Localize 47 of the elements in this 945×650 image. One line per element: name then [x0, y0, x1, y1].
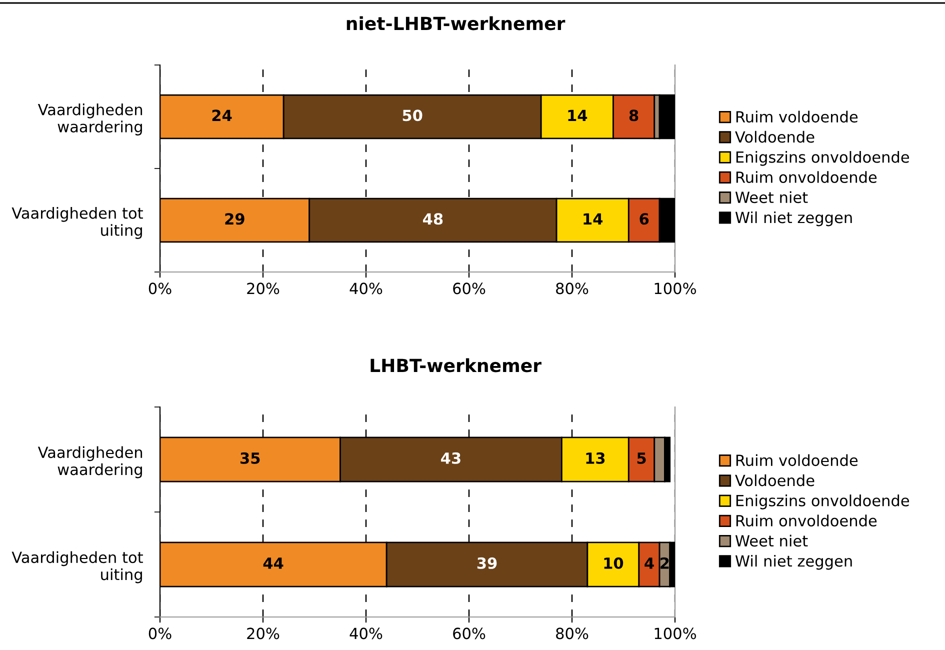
- data-label: 6: [640, 213, 649, 225]
- data-label: 29: [225, 213, 244, 225]
- x-tick-label: 60%: [453, 628, 486, 640]
- data-label: 39: [477, 557, 497, 569]
- data-label: 4: [644, 558, 654, 569]
- legend-label: Wil niet zeggen: [735, 554, 852, 570]
- y-tick-label: Vaardigheden waardering: [38, 104, 142, 136]
- legend-label: Wil niet zeggen: [735, 211, 852, 226]
- chart-title: niet-LHBT-werknemer: [346, 16, 566, 30]
- x-tick-label: 60%: [453, 282, 486, 294]
- legend-label: Enigszins onvoldoende: [736, 494, 910, 510]
- x-tick-label: 0%: [148, 628, 172, 640]
- chart-title: LHBT-werknemer: [370, 358, 542, 372]
- y-tick-label: Vaardigheden tot uiting: [12, 207, 143, 239]
- legend-label: Voldoende: [735, 474, 814, 486]
- x-tick-label: 100%: [654, 282, 696, 294]
- data-label: 5: [637, 452, 646, 464]
- legend-label: Weet niet: [735, 534, 808, 547]
- legend-label: Ruim voldoende: [736, 454, 858, 466]
- x-tick-label: 40%: [350, 282, 382, 294]
- x-tick-label: 100%: [654, 628, 696, 640]
- data-label: 13: [586, 452, 605, 464]
- data-label: 24: [212, 110, 232, 121]
- data-label: 48: [423, 213, 443, 225]
- data-label: 2: [660, 557, 669, 569]
- data-label: 14: [568, 110, 588, 121]
- x-tick-label: 20%: [247, 628, 280, 640]
- x-tick-label: 80%: [556, 282, 588, 294]
- data-label: 43: [441, 452, 460, 464]
- legend-label: Ruim onvoldoende: [736, 514, 877, 526]
- legend-label: Ruim voldoende: [736, 110, 858, 123]
- legend-label: Ruim onvoldoende: [736, 171, 877, 183]
- data-label: 50: [402, 110, 422, 122]
- legend-label: Voldoende: [735, 130, 814, 143]
- x-tick-label: 40%: [350, 628, 382, 640]
- data-label: 35: [240, 452, 260, 464]
- x-tick-label: 80%: [556, 628, 588, 640]
- x-tick-label: 0%: [148, 282, 172, 294]
- legend-label: Enigszins onvoldoende: [736, 151, 910, 166]
- data-label: 14: [584, 213, 603, 224]
- data-label: 44: [263, 558, 284, 569]
- data-label: 10: [604, 557, 624, 569]
- y-tick-label: Vaardigheden waardering: [38, 446, 142, 478]
- data-label: 8: [629, 110, 638, 122]
- legend-label: Weet niet: [735, 191, 808, 204]
- x-tick-label: 20%: [247, 282, 280, 294]
- y-tick-label: Vaardigheden tot uiting: [12, 551, 143, 584]
